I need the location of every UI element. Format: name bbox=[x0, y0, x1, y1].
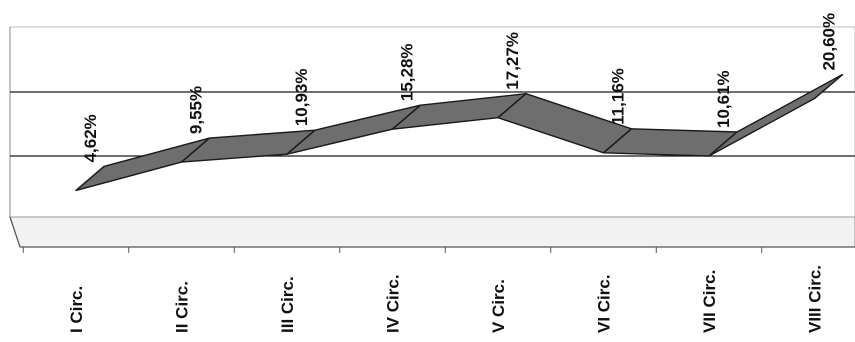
data-label: 4,62% bbox=[81, 114, 100, 162]
data-point bbox=[75, 165, 105, 191]
data-point bbox=[497, 93, 527, 119]
data-labels: 4,62% 9,55% 10,93% 15,28% 17,27% 11,16% 10,61%… bbox=[81, 13, 839, 163]
x-tick-label: VIII Circ. bbox=[806, 265, 825, 333]
data-label: 17,27% bbox=[503, 32, 522, 90]
floor-edge bbox=[9, 216, 21, 248]
data-point bbox=[603, 128, 632, 154]
data-label: 9,55% bbox=[187, 86, 206, 134]
x-tick-label: I Circ. bbox=[67, 286, 86, 333]
data-label: 20,60% bbox=[820, 13, 839, 71]
chart-frame bbox=[9, 26, 855, 248]
data-point bbox=[392, 104, 421, 130]
x-tick-marks bbox=[22, 247, 763, 253]
x-tick-label: III Circ. bbox=[278, 276, 297, 333]
x-tick-labels: I Circ. II Circ. III Circ. IV Circ. V Circ. V… bbox=[67, 265, 825, 333]
data-point bbox=[708, 131, 738, 157]
chart-floor bbox=[9, 216, 855, 248]
series-ribbon bbox=[75, 73, 844, 192]
x-tick-label: VI Circ. bbox=[595, 274, 614, 333]
data-point bbox=[181, 137, 210, 163]
x-tick-label: II Circ. bbox=[173, 281, 192, 333]
x-tick-label: VII Circ. bbox=[700, 270, 719, 333]
data-label: 10,61% bbox=[714, 70, 733, 128]
data-label: 11,16% bbox=[609, 68, 628, 125]
data-point bbox=[814, 74, 843, 100]
data-point bbox=[286, 129, 316, 155]
data-label: 15,28% bbox=[398, 43, 417, 101]
x-tick-label: V Circ. bbox=[489, 279, 508, 333]
x-tick-label: IV Circ. bbox=[384, 274, 403, 333]
data-label: 10,93% bbox=[292, 68, 311, 126]
